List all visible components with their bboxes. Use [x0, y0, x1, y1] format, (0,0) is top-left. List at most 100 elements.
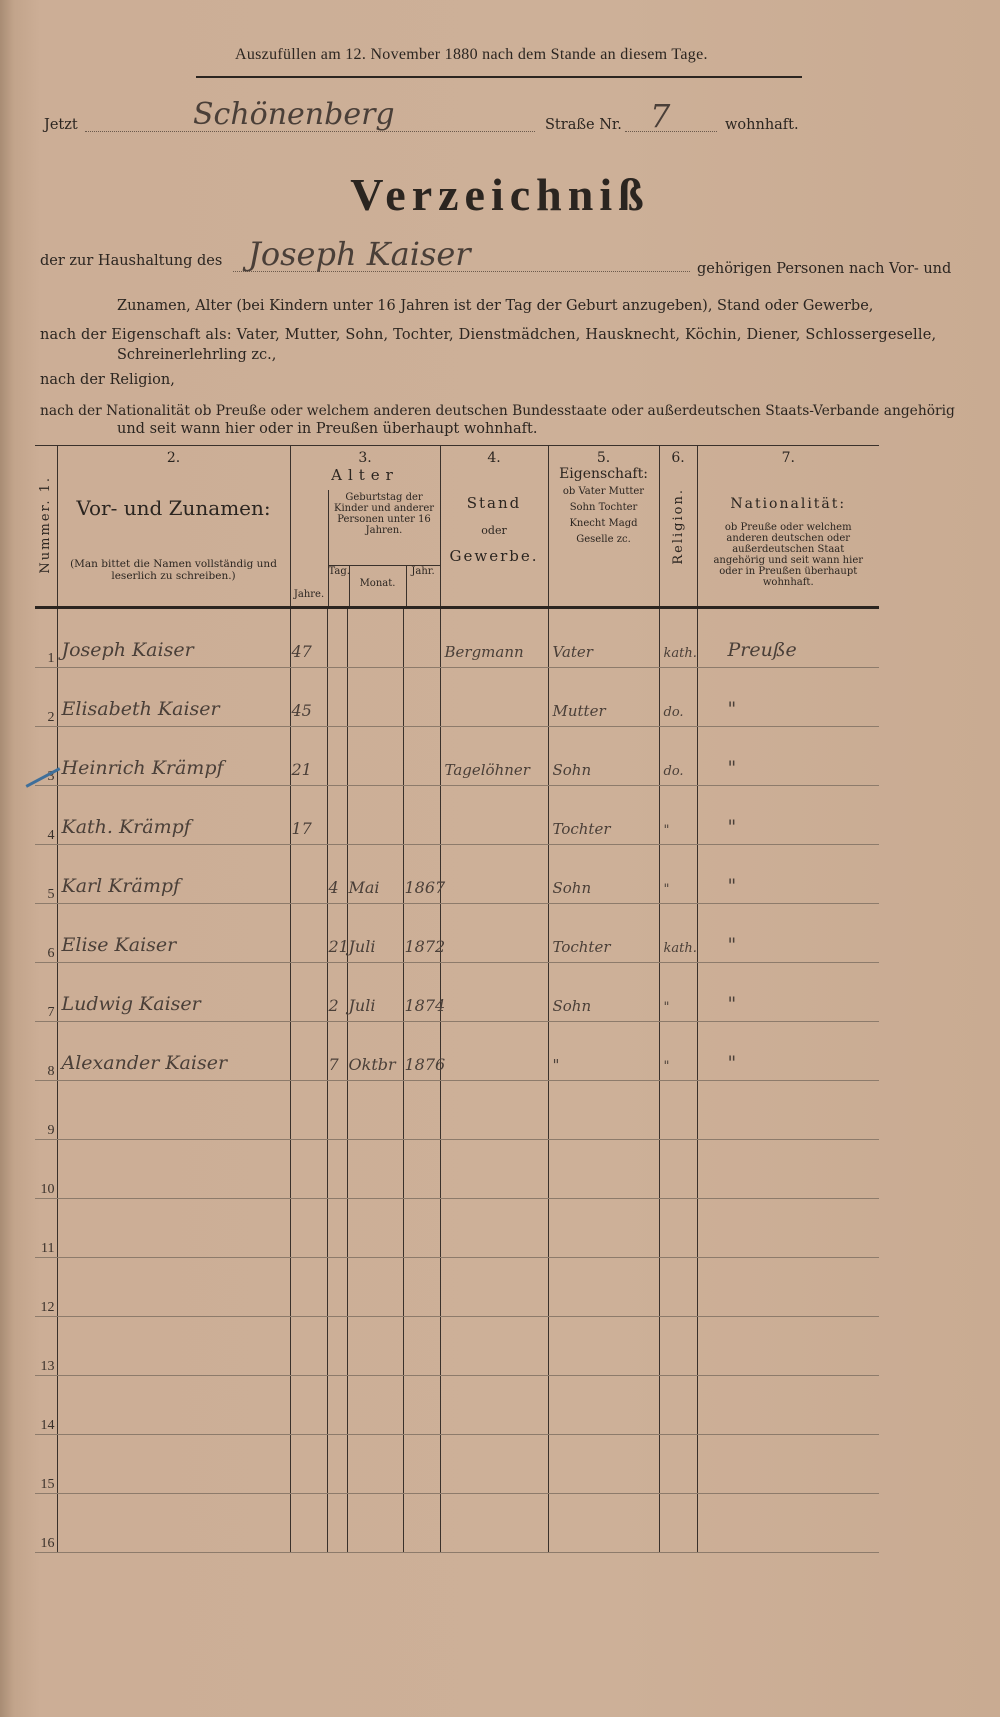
birth-month-cell	[346, 1375, 403, 1435]
nationality-cell: "	[696, 785, 879, 845]
handwritten-entry: 47	[291, 642, 312, 661]
birth-year-cell	[402, 785, 440, 845]
table-row: 9	[35, 1080, 879, 1140]
handwritten-entry: Juli	[348, 996, 376, 1015]
occupation-cell	[439, 1493, 548, 1553]
wohnhaft-label: wohnhaft.	[725, 117, 799, 133]
name-cell	[56, 1198, 290, 1258]
age-years-cell	[289, 1139, 327, 1199]
name-cell	[56, 1257, 290, 1317]
handwritten-entry: "	[663, 882, 670, 897]
birth-year-cell	[402, 1139, 440, 1199]
nationality-cell	[696, 1198, 879, 1258]
row-number: 12	[35, 1257, 57, 1317]
handwritten-entry: "	[727, 1052, 737, 1074]
birth-day-cell	[326, 667, 347, 727]
birth-day-cell: 21	[326, 903, 349, 963]
religion-cell	[658, 1080, 697, 1140]
birth-month-cell	[346, 607, 403, 668]
name-cell: Karl Krämpf	[56, 844, 290, 904]
relation-cell: Sohn	[547, 726, 659, 786]
handwritten-entry: 1874	[404, 996, 446, 1015]
handwritten-entry: 21	[328, 937, 349, 956]
relation-cell: Sohn	[547, 962, 659, 1022]
row-number: 15	[35, 1434, 57, 1494]
religion-cell	[658, 1257, 697, 1317]
name-cell	[56, 1375, 290, 1435]
nationality-cell	[696, 1139, 879, 1199]
handwritten-entry: Kath. Krämpf	[61, 816, 191, 838]
name-cell: Alexander Kaiser	[56, 1021, 290, 1081]
col-eigenschaft: 5. Eigenschaft: ob Vater Mutter Sohn Toc…	[547, 445, 659, 609]
table-row: 13	[35, 1316, 879, 1376]
household-suffix: gehörigen Personen nach Vor- und	[697, 261, 952, 277]
col-stand: 4. Stand oder Gewerbe.	[439, 445, 548, 609]
birth-year-cell: 1872	[402, 903, 445, 963]
birth-month-cell	[346, 667, 403, 727]
handwritten-entry: 1872	[404, 937, 446, 956]
occupation-cell	[439, 962, 548, 1022]
handwritten-entry: Ludwig Kaiser	[61, 993, 201, 1015]
name-cell	[56, 1493, 290, 1553]
birth-day-cell	[326, 1493, 347, 1553]
birth-year-cell	[402, 1080, 440, 1140]
age-years-cell	[289, 1021, 327, 1081]
birth-month-cell: Mai	[346, 844, 403, 904]
handwritten-entry: "	[727, 993, 737, 1015]
birth-month-cell	[346, 785, 403, 845]
birth-year-cell	[402, 1198, 440, 1258]
household-head-value: Joseph Kaiser	[248, 235, 471, 273]
age-years-cell	[289, 1375, 327, 1435]
handwritten-entry: 4	[328, 878, 339, 897]
nationality-cell: Preuße	[696, 607, 879, 668]
table-row: 4 Kath. Krämpf 17 Tochter " "	[35, 785, 879, 845]
religion-cell	[658, 1198, 697, 1258]
row-number: 5	[35, 844, 57, 904]
col-religion: 6. Religion.	[658, 445, 697, 609]
birth-month-cell	[346, 1198, 403, 1258]
row-number: 4	[35, 785, 57, 845]
page-title: Verzeichniß	[350, 169, 650, 220]
nationality-cell: "	[696, 1021, 879, 1081]
birth-year-cell	[402, 1375, 440, 1435]
handwritten-entry: Preuße	[727, 639, 797, 661]
age-years-cell	[289, 903, 327, 963]
birth-year-cell	[402, 1434, 440, 1494]
table-row: 6 Elise Kaiser 21 Juli 1872 Tochter kath. "	[35, 903, 879, 963]
handwritten-entry: "	[727, 816, 737, 838]
birth-day-cell	[326, 1198, 347, 1258]
handwritten-entry: kath.	[663, 941, 697, 956]
handwritten-entry: Karl Krämpf	[61, 875, 181, 897]
relation-cell: "	[547, 1021, 659, 1081]
religion-cell	[658, 1434, 697, 1494]
table-row: 8 Alexander Kaiser 7 Oktbr 1876 " " "	[35, 1021, 879, 1081]
handwritten-entry: Tochter	[552, 820, 611, 838]
age-years-cell: 45	[289, 667, 327, 727]
handwritten-entry: Alexander Kaiser	[61, 1052, 228, 1074]
handwritten-entry: "	[663, 1000, 670, 1015]
birth-year-cell	[402, 726, 440, 786]
row-number: 13	[35, 1316, 57, 1376]
occupation-cell	[439, 1080, 548, 1140]
household-prefix: der zur Haushaltung des	[40, 253, 223, 269]
nationality-cell	[696, 1080, 879, 1140]
birth-month-cell: Juli	[346, 962, 403, 1022]
relation-cell: Tochter	[547, 785, 659, 845]
nationality-cell: "	[696, 667, 879, 727]
birth-day-cell	[326, 1316, 347, 1376]
occupation-cell	[439, 785, 548, 845]
religion-cell: do.	[658, 726, 697, 786]
relation-cell	[547, 1139, 659, 1199]
age-years-cell	[289, 1080, 327, 1140]
age-years-cell	[289, 1434, 327, 1494]
religion-cell	[658, 1316, 697, 1376]
age-years-cell	[289, 1198, 327, 1258]
handwritten-entry: 1867	[404, 878, 446, 897]
handwritten-entry: "	[663, 823, 670, 838]
strasse-label: Straße Nr.	[545, 117, 622, 133]
occupation-cell: Bergmann	[439, 607, 548, 668]
handwritten-entry: Oktbr	[348, 1055, 396, 1074]
household-head-field: Joseph Kaiser	[233, 235, 690, 273]
occupation-cell	[439, 903, 548, 963]
religion-cell: kath.	[658, 607, 697, 668]
